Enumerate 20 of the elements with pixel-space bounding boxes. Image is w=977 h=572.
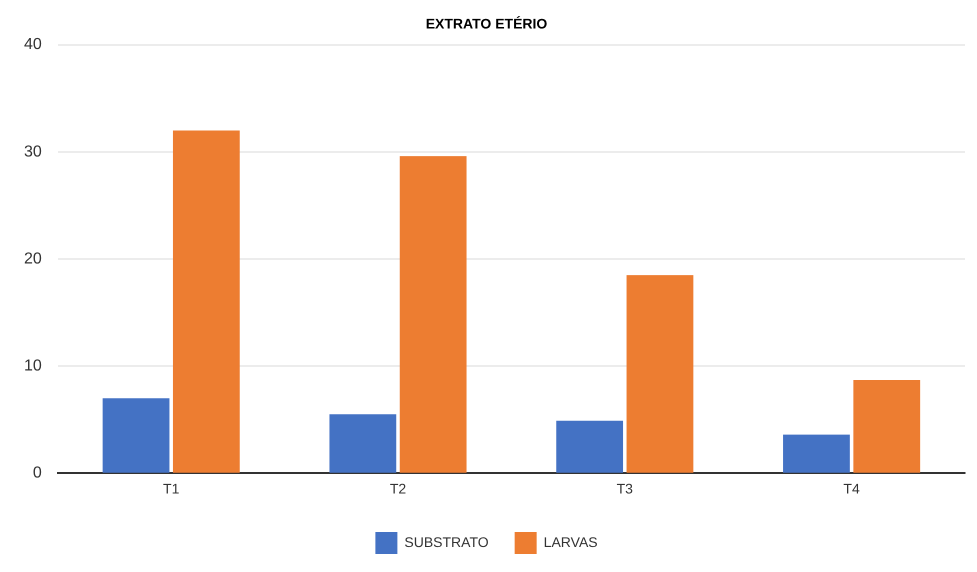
bar [400,156,467,473]
legend-label: SUBSTRATO [404,534,489,550]
bar [172,130,240,473]
bar [783,434,850,473]
legend-label: LARVAS [544,534,598,550]
bar [102,398,170,473]
y-tick-label: 30 [24,143,42,160]
bar [626,275,694,473]
y-tick-label: 0 [32,464,42,482]
x-tick-label: T2 [390,480,406,496]
x-tick-label: T1 [163,480,180,496]
x-tick-label: T4 [843,480,860,496]
y-tick-label: 40 [24,36,42,54]
y-tick-label: 20 [24,250,42,268]
x-tick-label: T3 [616,480,634,496]
bar [556,420,624,473]
y-tick-label: 10 [24,358,42,375]
bar [329,414,396,473]
chart-title: EXTRATO ETÉRIO [426,15,548,32]
bar [853,380,920,473]
